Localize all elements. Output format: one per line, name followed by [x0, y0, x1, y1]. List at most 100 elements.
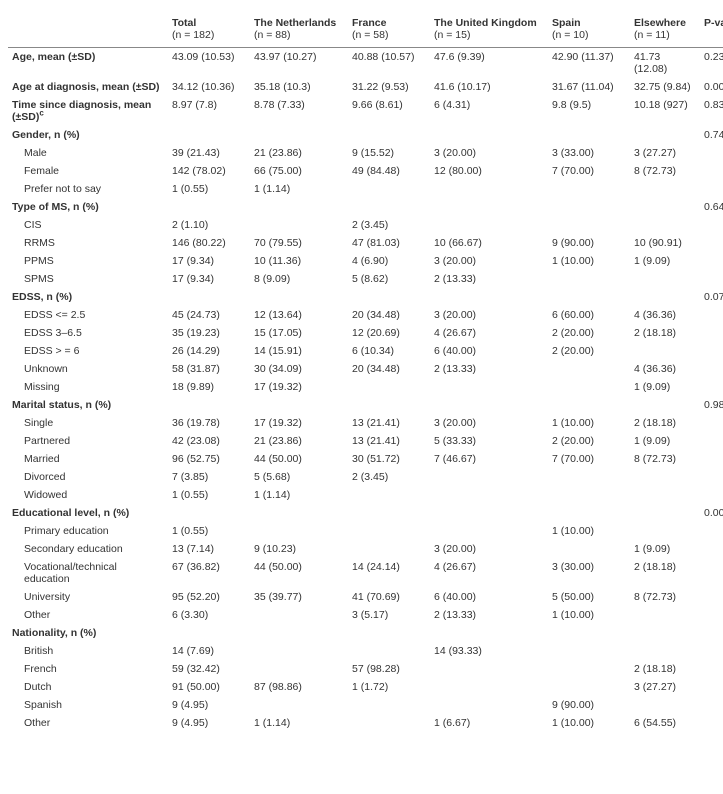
cell: 3 (27.27) [630, 678, 700, 696]
row-label: Other [8, 714, 168, 732]
row-label: French [8, 660, 168, 678]
cell: 8 (72.73) [630, 450, 700, 468]
cell [250, 216, 348, 234]
cell: 1 (6.67) [430, 714, 548, 732]
col-title: France [352, 17, 386, 29]
row-label: Male [8, 144, 168, 162]
cell: 47.6 (9.39) [430, 48, 548, 79]
cell: 41.6 (10.17) [430, 78, 548, 96]
cell: 14 (24.14) [348, 558, 430, 588]
cell-value: 49 (84.48) [352, 165, 400, 177]
table-row: Age at diagnosis, mean (±SD)34.12 (10.36… [8, 78, 723, 96]
col-title: P-value [704, 17, 723, 29]
cell-value: 8 (72.73) [634, 453, 676, 465]
cell [700, 558, 723, 588]
cell-value: 40.88 (10.57) [352, 51, 414, 63]
cell: 42 (23.08) [168, 432, 250, 450]
cell-value: 44 (50.00) [254, 453, 302, 465]
cell: 5 (33.33) [430, 432, 548, 450]
cell-value: 17 (19.32) [254, 417, 302, 429]
cell [700, 324, 723, 342]
cell: 8 (72.73) [630, 588, 700, 606]
cell-value: 1 (9.09) [634, 381, 670, 393]
cell-value: 67 (36.82) [172, 561, 220, 573]
row-label-text: Type of MS, n (%) [12, 201, 99, 213]
cell: 20 (34.48) [348, 360, 430, 378]
cell-value: 1 (9.09) [634, 255, 670, 267]
row-label: Single [8, 414, 168, 432]
cell [348, 378, 430, 396]
cell: 4 (6.90) [348, 252, 430, 270]
cell [250, 198, 348, 216]
cell: 2 (18.18) [630, 414, 700, 432]
col-4: The United Kingdom(n = 15) [430, 14, 548, 48]
table-row: Educational level, n (%)0.000b [8, 504, 723, 522]
cell [700, 414, 723, 432]
cell: 146 (80.22) [168, 234, 250, 252]
cell [430, 696, 548, 714]
cell [548, 642, 630, 660]
table-row: CIS2 (1.10)2 (3.45) [8, 216, 723, 234]
cell [548, 378, 630, 396]
cell-value: 8.97 (7.8) [172, 99, 217, 111]
cell [548, 540, 630, 558]
row-label: Gender, n (%) [8, 126, 168, 144]
cell-value: 59 (32.42) [172, 663, 220, 675]
table-body: Age, mean (±SD)43.09 (10.53)43.97 (10.27… [8, 48, 723, 733]
row-label: Type of MS, n (%) [8, 198, 168, 216]
cell: 5 (50.00) [548, 588, 630, 606]
cell: 10.18 (927) [630, 96, 700, 126]
cell: 6 (54.55) [630, 714, 700, 732]
cell [700, 522, 723, 540]
cell-value: 2 (13.33) [434, 363, 476, 375]
table-row: Time since diagnosis, mean (±SD)c8.97 (7… [8, 96, 723, 126]
row-label: Educational level, n (%) [8, 504, 168, 522]
row-label-sup: c [39, 109, 43, 118]
cell-value: 1 (9.09) [634, 435, 670, 447]
cell: 0.986b [700, 396, 723, 414]
row-label-text: Partnered [24, 435, 70, 447]
col-subtitle: (n = 182) [172, 29, 246, 41]
cell: 2 (18.18) [630, 660, 700, 678]
cell-value: 42 (23.08) [172, 435, 220, 447]
cell [348, 486, 430, 504]
cell: 0.746b [700, 126, 723, 144]
cell: 12 (80.00) [430, 162, 548, 180]
cell: 9 (90.00) [548, 696, 630, 714]
cell-value: 3 (33.00) [552, 147, 594, 159]
cell-value: 20 (34.48) [352, 309, 400, 321]
cell [168, 504, 250, 522]
cell-value: 4 (36.36) [634, 309, 676, 321]
cell [548, 288, 630, 306]
cell-value: 0.070 [704, 291, 723, 303]
cell [250, 126, 348, 144]
row-label-text: CIS [24, 219, 42, 231]
cell: 10 (66.67) [430, 234, 548, 252]
cell: 9 (4.95) [168, 714, 250, 732]
cell [348, 642, 430, 660]
table-row: Marital status, n (%)0.986b [8, 396, 723, 414]
cell-value: 2 (13.33) [434, 273, 476, 285]
cell: 2 (3.45) [348, 216, 430, 234]
cell-value: 3 (20.00) [434, 255, 476, 267]
row-label-text: Divorced [24, 471, 65, 483]
cell [700, 360, 723, 378]
table-row: Primary education1 (0.55)1 (10.00) [8, 522, 723, 540]
table-row: EDSS <= 2.545 (24.73)12 (13.64)20 (34.48… [8, 306, 723, 324]
cell [700, 624, 723, 642]
cell-value: 2 (20.00) [552, 345, 594, 357]
cell: 8 (9.09) [250, 270, 348, 288]
cell: 0.006a* [700, 78, 723, 96]
cell-value: 14 (93.33) [434, 645, 482, 657]
cell: 35 (39.77) [250, 588, 348, 606]
row-label: Secondary education [8, 540, 168, 558]
cell-value: 31.22 (9.53) [352, 81, 409, 93]
row-label-text: Male [24, 147, 47, 159]
col-3: France(n = 58) [348, 14, 430, 48]
cell-value: 4 (26.67) [434, 561, 476, 573]
cell: 0.649b [700, 198, 723, 216]
cell: 1 (1.14) [250, 486, 348, 504]
cell: 4 (26.67) [430, 324, 548, 342]
table-row: Secondary education13 (7.14)9 (10.23)3 (… [8, 540, 723, 558]
cell [250, 396, 348, 414]
